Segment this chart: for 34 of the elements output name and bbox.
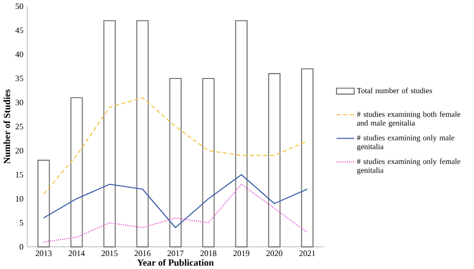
- line-series: [43, 97, 308, 194]
- bar: [103, 20, 116, 248]
- y-tick-label: 40: [15, 51, 24, 58]
- bar: [136, 20, 149, 248]
- x-axis-title: Year of Publication: [137, 258, 214, 266]
- y-tick-label: 35: [16, 76, 24, 82]
- y-axis-title: Number of Studies: [3, 89, 10, 164]
- y-tick-label: 5: [20, 220, 24, 226]
- bar: [235, 20, 248, 248]
- bar: [37, 160, 50, 248]
- bar: [202, 78, 215, 248]
- x-tick-label: 2018: [200, 250, 216, 256]
- y-tick-label: 15: [16, 172, 24, 178]
- bar: [268, 73, 281, 248]
- x-tick-label: 2016: [134, 250, 151, 256]
- x-tick-label: 2017: [168, 250, 184, 256]
- x-tick-label: 2019: [233, 250, 250, 256]
- y-tick-label: 10: [16, 196, 24, 202]
- y-tick-label: 25: [16, 124, 24, 130]
- x-tick-label: 2015: [102, 250, 118, 256]
- y-tick-label: 30: [16, 100, 24, 106]
- line-series: [43, 174, 308, 228]
- y-tick-label: 45: [15, 27, 24, 33]
- bar: [301, 68, 314, 248]
- bar: [70, 97, 83, 248]
- line-series: [43, 184, 308, 242]
- y-tick-label: 20: [16, 148, 24, 154]
- x-tick-label: 2013: [36, 250, 52, 256]
- y-tick-label: 0: [20, 244, 24, 250]
- bar: [169, 78, 182, 248]
- x-tick-label: 2021: [299, 250, 316, 256]
- y-tick-label: 50: [16, 3, 24, 9]
- x-tick-label: 2020: [266, 250, 282, 256]
- x-tick-label: 2014: [68, 250, 85, 256]
